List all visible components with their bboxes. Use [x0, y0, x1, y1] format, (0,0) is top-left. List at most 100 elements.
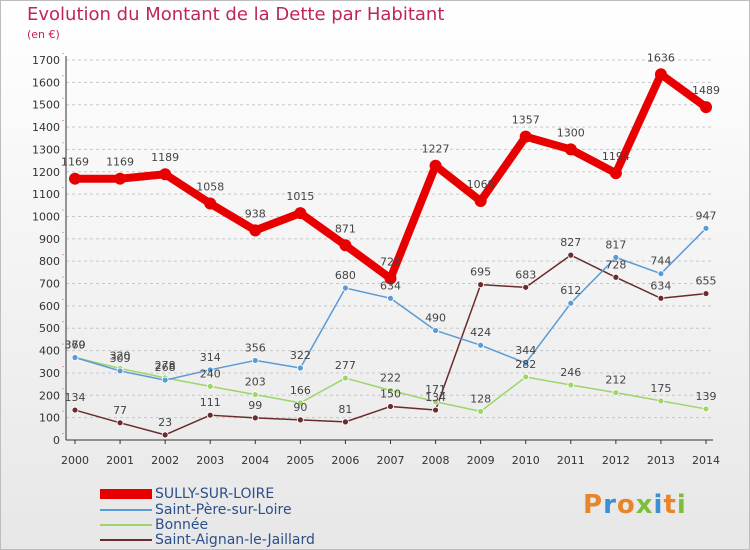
data-label: 222 [380, 371, 401, 384]
data-label: 309 [110, 352, 131, 365]
data-point [339, 239, 352, 252]
data-label: 175 [650, 382, 671, 395]
data-label: 134 [425, 391, 446, 404]
x-tick-label: 2001 [106, 454, 134, 467]
data-label: 370 [65, 338, 86, 351]
data-label: 322 [290, 349, 311, 362]
x-tick-label: 2007 [377, 454, 405, 467]
data-label: 947 [696, 209, 717, 222]
legend-swatch [100, 524, 152, 526]
data-point [522, 373, 530, 381]
data-label: 938 [245, 207, 266, 220]
data-point [159, 168, 172, 181]
data-point [296, 416, 304, 424]
data-point [342, 418, 349, 426]
y-tick-label: 1500 [32, 99, 60, 112]
data-label: 203 [245, 376, 266, 389]
legend-label: Saint-Père-sur-Loire [155, 502, 292, 518]
data-label: 81 [338, 403, 352, 416]
data-label: 139 [696, 390, 717, 403]
data-point [387, 386, 394, 394]
data-point [702, 290, 710, 297]
y-tick-label: 800 [39, 255, 60, 268]
data-point [114, 172, 127, 185]
data-point [294, 207, 307, 220]
data-label: 1227 [422, 143, 450, 156]
data-point [474, 195, 487, 208]
y-tick-label: 1400 [32, 121, 60, 134]
data-label: 1015 [286, 190, 314, 203]
data-point [432, 406, 439, 414]
y-tick-label: 1300 [32, 143, 60, 156]
data-point [384, 272, 397, 285]
data-point [702, 224, 710, 232]
data-label: 23 [158, 416, 172, 429]
y-tick-label: 600 [39, 300, 60, 313]
data-point [519, 130, 532, 143]
x-tick-label: 2008 [422, 454, 450, 467]
data-label: 240 [200, 367, 221, 380]
y-tick-label: 1100 [32, 188, 60, 201]
data-point [161, 431, 169, 439]
legend-label: SULLY-SUR-LOIRE [155, 486, 275, 502]
data-point [71, 354, 79, 361]
chart-title: Evolution du Montant de la Dette par Hab… [27, 4, 445, 25]
y-tick-label: 100 [39, 412, 60, 425]
data-point [477, 407, 485, 415]
data-point [522, 283, 530, 291]
data-label: 77 [113, 404, 127, 417]
legend-swatch [100, 509, 152, 511]
data-label: 1357 [512, 114, 540, 127]
legend-label: Saint-Aignan-le-Jaillard [155, 532, 315, 548]
data-label: 612 [560, 284, 581, 297]
data-point [567, 251, 575, 259]
logo-letter: x [635, 490, 654, 520]
data-label: 320 [110, 349, 131, 362]
x-tick-label: 2000 [61, 454, 89, 467]
data-point [251, 391, 259, 399]
data-point [296, 399, 304, 407]
data-label: 356 [245, 341, 266, 354]
data-label: 277 [335, 359, 356, 372]
data-point [296, 364, 304, 372]
data-point [477, 341, 485, 349]
data-label: 634 [380, 279, 401, 292]
data-label: 314 [200, 351, 221, 364]
y-tick-label: 1200 [32, 166, 60, 179]
y-tick-label: 900 [39, 233, 60, 246]
data-point [567, 299, 575, 307]
data-label: 655 [696, 275, 717, 288]
data-label: 424 [470, 326, 491, 339]
chart-subtitle: (en €) [27, 28, 60, 41]
data-point [657, 397, 665, 405]
logo-letter: t [663, 490, 677, 520]
data-point [609, 167, 622, 180]
data-label: 871 [335, 222, 356, 235]
data-point [612, 253, 620, 261]
data-point [251, 414, 259, 422]
data-label: 728 [605, 258, 626, 271]
data-point [432, 327, 439, 334]
data-label: 1194 [602, 150, 630, 163]
data-label: 166 [290, 384, 311, 397]
x-tick-label: 2002 [151, 454, 179, 467]
data-label: 1169 [106, 156, 134, 169]
data-point [654, 68, 667, 81]
x-tick-label: 2011 [557, 454, 585, 467]
data-label: 90 [293, 401, 307, 414]
x-tick-label: 2012 [602, 454, 630, 467]
data-point [477, 281, 485, 289]
data-label: 1489 [692, 84, 720, 97]
data-label: 723 [380, 255, 401, 268]
logo-letter: P [583, 490, 604, 520]
data-label: 344 [515, 344, 536, 357]
data-label: 1189 [151, 151, 179, 164]
data-point [700, 101, 712, 114]
legend-label: Bonnée [155, 517, 209, 533]
data-point [564, 143, 577, 156]
data-point [249, 224, 262, 237]
x-tick-label: 2014 [692, 454, 720, 467]
data-label: 680 [335, 269, 356, 282]
y-tick-label: 1000 [32, 210, 60, 223]
data-label: 134 [65, 391, 86, 404]
